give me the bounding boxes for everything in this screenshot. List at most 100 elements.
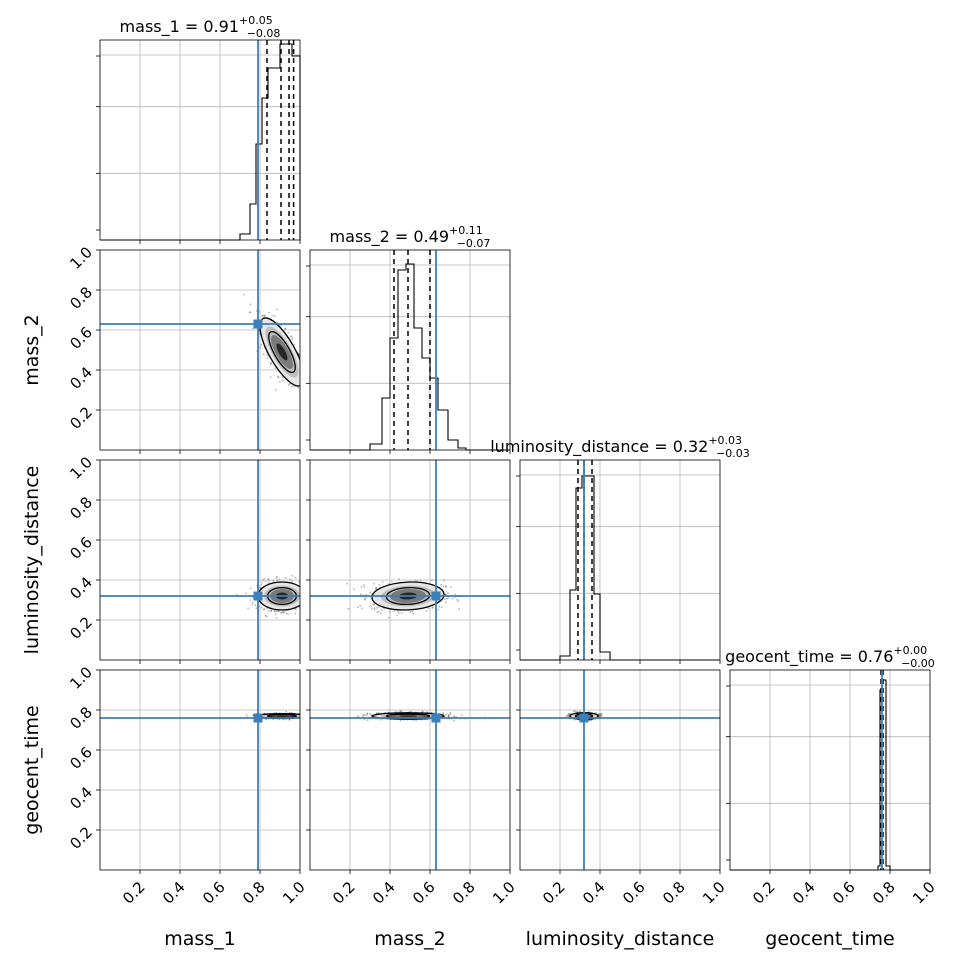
sample-point bbox=[409, 611, 412, 613]
sample-point bbox=[300, 387, 302, 389]
sample-point bbox=[300, 583, 302, 585]
sample-point bbox=[360, 585, 363, 588]
sample-point bbox=[364, 596, 367, 599]
sample-point bbox=[291, 338, 294, 341]
sample-point bbox=[567, 713, 570, 715]
title-param: geocent_time bbox=[725, 647, 834, 667]
title-minus: −0.08 bbox=[247, 27, 281, 40]
sample-point bbox=[302, 714, 304, 716]
sample-point bbox=[372, 582, 375, 585]
title-param: luminosity_distance bbox=[490, 437, 649, 457]
sample-point bbox=[295, 608, 297, 611]
sample-point bbox=[572, 710, 575, 713]
sample-point bbox=[594, 718, 596, 721]
sample-point bbox=[306, 595, 308, 597]
sample-point bbox=[301, 371, 303, 373]
density-contour bbox=[259, 317, 300, 387]
sample-point bbox=[312, 603, 314, 605]
sample-point bbox=[303, 598, 305, 600]
sample-point bbox=[447, 596, 450, 599]
sample-point bbox=[302, 715, 304, 717]
sample-point bbox=[304, 589, 306, 591]
sample-point bbox=[288, 718, 291, 721]
sample-point bbox=[440, 606, 443, 609]
sample-point bbox=[282, 718, 285, 721]
y-tick-label: 0.2 bbox=[66, 823, 96, 853]
sample-point bbox=[312, 715, 314, 717]
sample-point bbox=[275, 617, 278, 619]
sample-point bbox=[301, 716, 303, 718]
joint-panel-mass_2-geocent_time: 0.2 0.4 0.6 0.8 1.0 bbox=[306, 669, 519, 908]
sample-point bbox=[300, 715, 302, 717]
x-tick-label: 0.4 bbox=[369, 878, 399, 908]
hist-title: luminosity_distance = 0.32+0.03 −0.03 bbox=[490, 434, 750, 460]
sample-point bbox=[302, 715, 304, 717]
x-tick-label: 0.6 bbox=[199, 878, 229, 908]
sample-point bbox=[255, 607, 258, 609]
title-median: 0.32 bbox=[673, 437, 709, 456]
sample-point bbox=[443, 579, 445, 582]
sample-point bbox=[312, 390, 314, 392]
sample-point bbox=[270, 609, 273, 612]
hist-panel-luminosity_distance: luminosity_distance = 0.32+0.03 −0.03 bbox=[490, 434, 750, 664]
x-tick-label: 1.0 bbox=[489, 878, 519, 908]
sample-point bbox=[242, 293, 245, 296]
density-fill bbox=[276, 715, 288, 717]
sample-point bbox=[291, 580, 293, 582]
sample-point bbox=[301, 602, 303, 604]
x-tick-label: 0.8 bbox=[239, 878, 269, 908]
y-tick-label: 0.6 bbox=[66, 323, 96, 353]
sample-point bbox=[294, 576, 297, 579]
sample-point bbox=[297, 387, 300, 390]
density-layer bbox=[100, 250, 314, 450]
sample-point bbox=[288, 578, 291, 581]
density-contour bbox=[385, 586, 431, 606]
title-median: 0.76 bbox=[858, 647, 894, 666]
sample-point bbox=[300, 378, 302, 380]
density-contour bbox=[268, 330, 296, 374]
sample-point bbox=[399, 709, 402, 712]
sample-point bbox=[258, 333, 261, 335]
sample-point bbox=[305, 592, 307, 594]
sample-point bbox=[449, 712, 452, 715]
sample-point bbox=[301, 715, 303, 717]
truth-marker bbox=[579, 713, 589, 723]
sample-point bbox=[263, 608, 266, 611]
sample-point bbox=[445, 601, 447, 603]
sample-point bbox=[566, 714, 568, 717]
sample-point bbox=[274, 314, 276, 317]
sample-point bbox=[264, 614, 267, 617]
sample-point bbox=[379, 612, 382, 615]
sample-point bbox=[366, 712, 369, 715]
sample-point bbox=[363, 713, 366, 716]
density-layer bbox=[100, 460, 316, 660]
sample-point bbox=[303, 600, 305, 602]
sample-point bbox=[412, 612, 415, 615]
sample-point bbox=[249, 587, 252, 590]
sample-point bbox=[301, 716, 303, 718]
sample-point bbox=[598, 714, 601, 717]
x-tick-label: 0.6 bbox=[829, 878, 859, 908]
x-axis-label-mass_2: mass_2 bbox=[374, 928, 446, 950]
sample-point bbox=[284, 577, 287, 579]
sample-point bbox=[259, 346, 262, 349]
sample-point bbox=[363, 586, 366, 588]
sample-point bbox=[446, 597, 448, 600]
sample-point bbox=[302, 595, 304, 597]
sample-point bbox=[314, 600, 316, 602]
sample-point bbox=[311, 408, 313, 410]
sample-point bbox=[301, 600, 303, 602]
y-tick-label: 1.0 bbox=[66, 453, 96, 483]
title-plus: +0.00 bbox=[893, 644, 927, 657]
axes-frame bbox=[729, 669, 931, 871]
sample-point bbox=[300, 715, 302, 717]
sample-point bbox=[276, 576, 279, 578]
histogram-step bbox=[730, 679, 930, 871]
y-tick-label: 0.6 bbox=[66, 533, 96, 563]
title-plus: +0.05 bbox=[239, 14, 273, 27]
sample-point bbox=[307, 590, 309, 592]
sample-point bbox=[372, 603, 375, 606]
sample-point bbox=[272, 579, 275, 582]
x-axis-label-geocent_time: geocent_time bbox=[765, 928, 894, 950]
sample-point bbox=[245, 714, 248, 716]
